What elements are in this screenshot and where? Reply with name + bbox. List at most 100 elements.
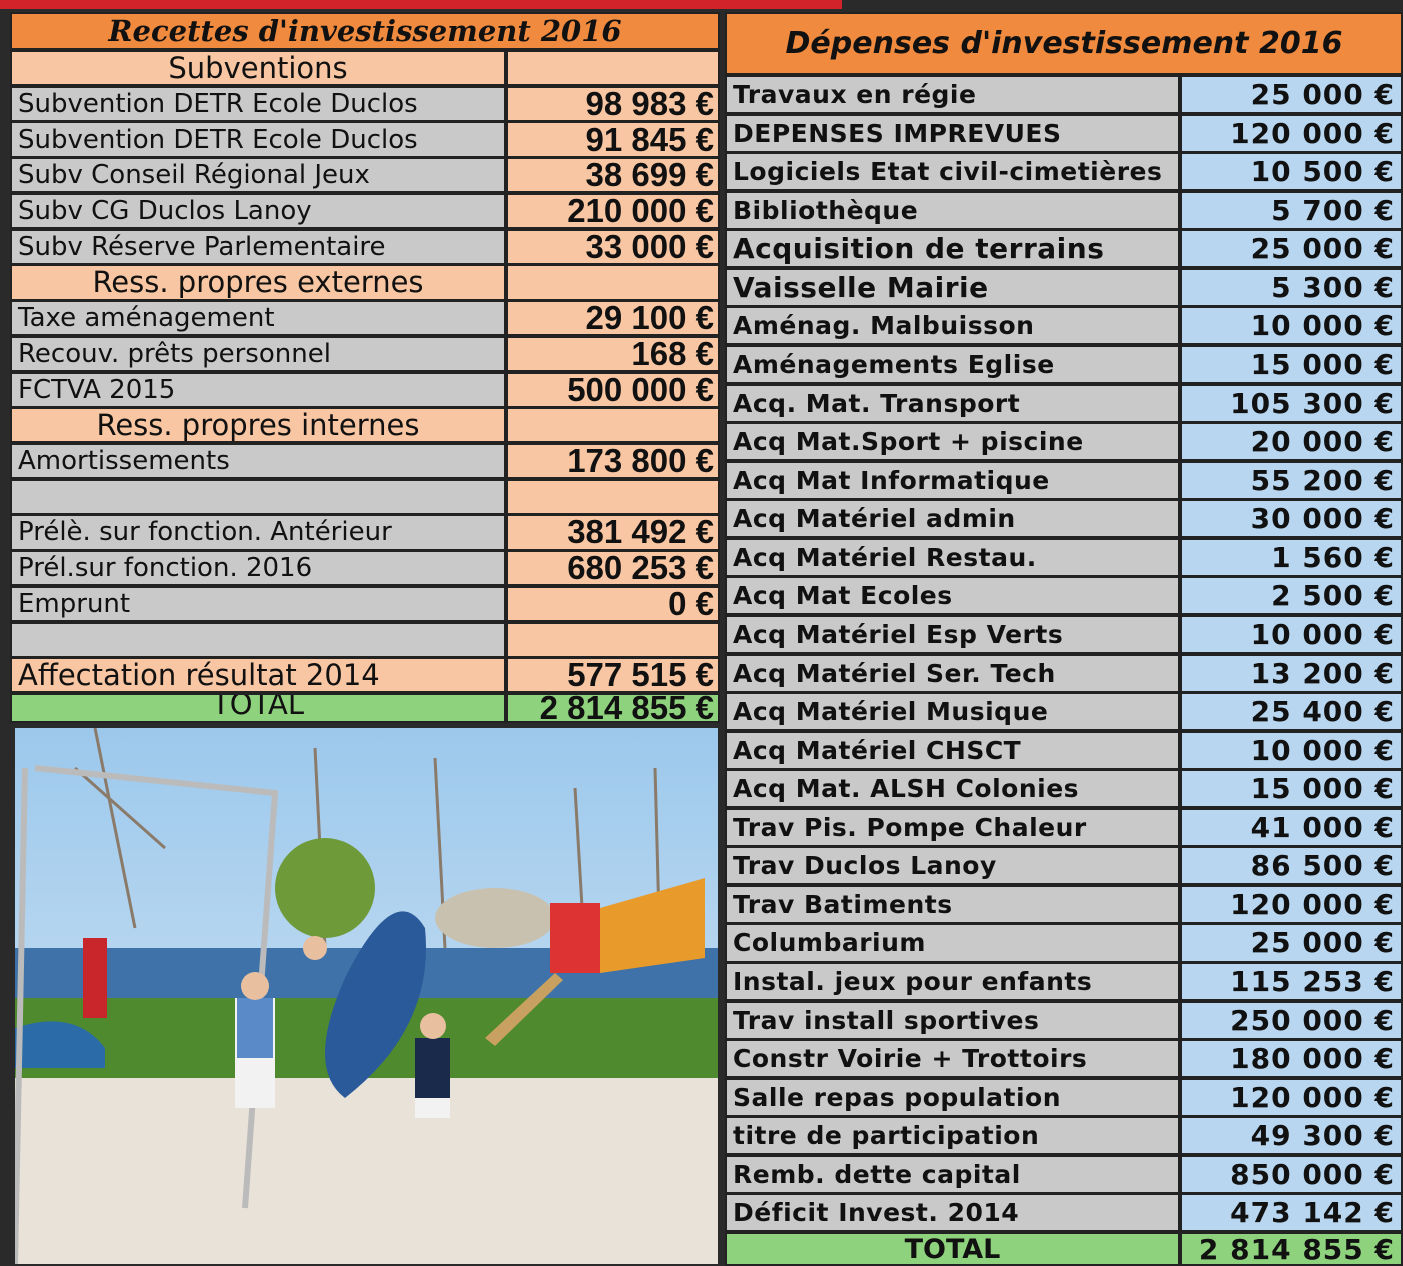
- row-amount: 105 300 €: [1180, 383, 1403, 423]
- row-label: Acq Matériel Esp Verts: [725, 614, 1180, 654]
- row-amount: 41 000 €: [1180, 807, 1403, 847]
- row-label: Déficit Invest. 2014: [725, 1193, 1180, 1233]
- row-label: Salle repas population: [725, 1077, 1180, 1117]
- row-amount: 1 560 €: [1180, 537, 1403, 577]
- row-amount: 120 000 €: [1180, 113, 1403, 153]
- row-label: Logiciels Etat civil-cimetières: [725, 152, 1180, 192]
- row-amount: 15 000 €: [1180, 769, 1403, 809]
- row-label: Acq Matériel admin: [725, 499, 1180, 539]
- row-amount: 120 000 €: [1180, 1077, 1403, 1117]
- row-amount: 25 000 €: [1180, 229, 1403, 269]
- row-label: Acq. Mat. Transport: [725, 383, 1180, 423]
- row-amount: 115 253 €: [1180, 962, 1403, 1002]
- row-amount: 25 000 €: [1180, 75, 1403, 115]
- row-amount: 86 500 €: [1180, 846, 1403, 886]
- row-label: Acq Mat Ecoles: [725, 576, 1180, 616]
- row-amount: 38 699 €: [506, 157, 720, 194]
- blank-label: [10, 478, 506, 515]
- row-amount: 250 000 €: [1180, 1000, 1403, 1040]
- blank-amount: [506, 621, 720, 658]
- blank-amount: [506, 478, 720, 515]
- row-label: Amortissements: [10, 442, 506, 480]
- row-amount: 25 400 €: [1180, 692, 1403, 732]
- blank-label: [10, 621, 506, 658]
- row-amount: 25 000 €: [1180, 923, 1403, 963]
- row-amount: 180 000 €: [1180, 1039, 1403, 1079]
- row-amount: 577 515 €: [506, 657, 720, 694]
- section-amount: [506, 407, 720, 444]
- row-label: Aménag. Malbuisson: [725, 306, 1180, 346]
- row-amount: 381 492 €: [506, 514, 720, 551]
- row-label: Bibliothèque: [725, 190, 1180, 230]
- row-label: Acq Mat.Sport + piscine: [725, 422, 1180, 462]
- row-label: FCTVA 2015: [10, 371, 506, 408]
- row-amount: 30 000 €: [1180, 499, 1403, 539]
- row-label: Taxe aménagement: [10, 300, 506, 337]
- row-amount: 0 €: [506, 585, 720, 623]
- row-label: Subv CG Duclos Lanoy: [10, 192, 506, 230]
- row-amount: 13 200 €: [1180, 653, 1403, 693]
- row-amount: 10 000 €: [1180, 614, 1403, 654]
- row-label: Acq Matériel Musique: [725, 692, 1180, 732]
- red-bar: [0, 0, 842, 9]
- row-amount: 120 000 €: [1180, 884, 1403, 924]
- row-amount: 173 800 €: [506, 442, 720, 480]
- row-label: DEPENSES IMPREVUES: [725, 113, 1180, 153]
- row-amount: 10 000 €: [1180, 730, 1403, 770]
- row-label: Affectation résultat 2014: [10, 657, 506, 694]
- row-label: Acquisition de terrains: [725, 229, 1180, 269]
- section-header: Ress. propres internes: [10, 407, 506, 444]
- row-label: Aménagements Eglise: [725, 344, 1180, 385]
- row-amount: 850 000 €: [1180, 1154, 1403, 1194]
- row-label: Subvention DETR Ecole Duclos: [10, 121, 506, 158]
- row-label: Acq Mat. ALSH Colonies: [725, 769, 1180, 809]
- depenses-title: Dépenses d'investissement 2016: [725, 12, 1403, 75]
- row-label: Acq Mat Informatique: [725, 460, 1180, 500]
- row-label: Emprunt: [10, 585, 506, 623]
- row-label: Trav Batiments: [725, 884, 1180, 924]
- row-amount: 680 253 €: [506, 550, 720, 587]
- row-label: Subvention DETR Ecole Duclos: [10, 85, 506, 122]
- row-amount: 20 000 €: [1180, 422, 1403, 462]
- row-label: titre de participation: [725, 1116, 1180, 1156]
- recettes-title: Recettes d'investissement 2016: [10, 12, 720, 50]
- row-amount: 49 300 €: [1180, 1116, 1403, 1156]
- playground-photo: [15, 728, 718, 1264]
- row-amount: 473 142 €: [1180, 1193, 1403, 1233]
- row-label: Vaisselle Mairie: [725, 267, 1180, 307]
- row-amount: 168 €: [506, 335, 720, 372]
- total-label: TOTAL: [10, 693, 506, 723]
- row-label: Trav install sportives: [725, 1000, 1180, 1040]
- row-amount: 10 000 €: [1180, 306, 1403, 346]
- total-amount: 2 814 855 €: [506, 693, 720, 723]
- row-label: Trav Duclos Lanoy: [725, 846, 1180, 886]
- row-amount: 10 500 €: [1180, 152, 1403, 192]
- row-amount: 33 000 €: [506, 228, 720, 265]
- row-label: Subv Réserve Parlementaire: [10, 228, 506, 265]
- row-amount: 500 000 €: [506, 371, 720, 408]
- row-amount: 5 300 €: [1180, 267, 1403, 307]
- total-amount: 2 814 855 €: [1180, 1232, 1403, 1266]
- row-label: Constr Voirie + Trottoirs: [725, 1039, 1180, 1079]
- row-label: Trav Pis. Pompe Chaleur: [725, 807, 1180, 847]
- row-amount: 55 200 €: [1180, 460, 1403, 500]
- row-label: Columbarium: [725, 923, 1180, 963]
- section-amount: [506, 264, 720, 301]
- row-label: Subv Conseil Régional Jeux: [10, 157, 506, 194]
- row-label: Travaux en régie: [725, 75, 1180, 115]
- row-label: Prél.sur fonction. 2016: [10, 550, 506, 587]
- row-amount: 29 100 €: [506, 300, 720, 337]
- row-label: Instal. jeux pour enfants: [725, 962, 1180, 1002]
- row-label: Remb. dette capital: [725, 1154, 1180, 1194]
- row-label: Prélè. sur fonction. Antérieur: [10, 514, 506, 551]
- row-label: Acq Matériel Ser. Tech: [725, 653, 1180, 693]
- row-amount: 98 983 €: [506, 85, 720, 122]
- row-amount: 5 700 €: [1180, 190, 1403, 230]
- row-amount: 2 500 €: [1180, 576, 1403, 616]
- row-label: Acq Matériel Restau.: [725, 537, 1180, 577]
- row-label: Recouv. prêts personnel: [10, 335, 506, 372]
- section-header: Subventions: [10, 50, 506, 87]
- section-header: Ress. propres externes: [10, 264, 506, 301]
- row-amount: 91 845 €: [506, 121, 720, 158]
